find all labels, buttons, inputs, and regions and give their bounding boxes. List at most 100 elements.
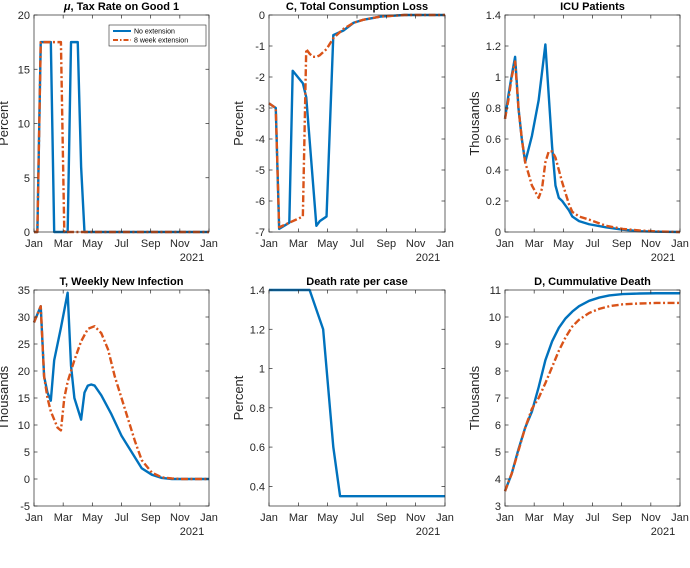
x-tick-label: May [82, 238, 103, 250]
plot-area-box [268, 289, 446, 507]
x-tick-label: Jan [25, 512, 43, 524]
y-tick-label: 0.6 [250, 442, 265, 454]
x-tick-label: Jul [114, 512, 128, 524]
y-tick-label: 0 [259, 10, 265, 22]
series-line-eight-week-extension [34, 40, 209, 234]
x-tick-label: Sep [612, 238, 632, 250]
y-tick-label: 1.4 [486, 10, 501, 22]
year-label: 2021 [180, 252, 204, 264]
x-tick-label: Mar [54, 512, 73, 524]
chart-title: ICU Patients [560, 1, 625, 13]
y-axis-label: Thousands [467, 365, 482, 430]
y-tick-label: 0 [24, 474, 30, 486]
y-axis-label: Percent [0, 101, 11, 146]
x-tick-label: Nov [170, 238, 190, 250]
x-tick-label: Jan [200, 512, 218, 524]
x-tick-label: Jan [496, 238, 514, 250]
plot-area-box [504, 14, 681, 233]
y-tick-label: 1 [495, 72, 501, 84]
x-tick-label: May [82, 512, 103, 524]
year-label: 2021 [651, 526, 675, 538]
x-tick-label: May [317, 512, 338, 524]
x-tick-label: Sep [377, 238, 397, 250]
x-tick-label: Jul [114, 238, 128, 250]
y-tick-label: 15 [18, 393, 30, 405]
year-label: 2021 [651, 252, 675, 264]
series-line-eight-week-extension [32, 305, 209, 481]
y-tick-label: 3 [495, 501, 501, 513]
chart-panel-3: 0 0.2 0.4 0.6 0.8 1 1.2 1.4 Jan Mar May Jul Sep Nov Ja… [467, 1, 689, 264]
chart-title: D, Cummulative Death [534, 276, 651, 288]
y-tick-label: -6 [255, 196, 265, 208]
legend-box [108, 24, 207, 47]
series-line-no-extension [32, 291, 209, 481]
series-line-eight-week-extension [503, 60, 681, 234]
x-tick-label: Sep [141, 238, 161, 250]
y-tick-label: -5 [255, 165, 265, 177]
y-tick-label: 8 [495, 366, 501, 378]
y-tick-label: 35 [18, 285, 30, 297]
y-tick-label: -4 [255, 134, 265, 146]
y-tick-label: 11 [490, 285, 501, 297]
series-line-no-extension [269, 288, 445, 498]
x-tick-label: Jul [585, 512, 599, 524]
y-axis-label: Percent [231, 101, 246, 146]
y-tick-label: 1.2 [250, 324, 265, 336]
x-tick-label: May [553, 512, 574, 524]
y-tick-label: 5 [24, 173, 30, 185]
chart-panel-1: 0 5 10 15 20 Jan Mar May Jul Sep Nov Jan 2021 Percent… [0, 1, 218, 264]
y-tick-label: 10 [18, 420, 30, 432]
x-tick-label: Sep [141, 512, 161, 524]
x-tick-label: May [553, 238, 574, 250]
legend-label-no-extension: No extension [134, 29, 175, 36]
y-tick-label: 4 [495, 474, 501, 486]
y-tick-label: -2 [255, 72, 265, 84]
y-tick-label: 10 [18, 119, 30, 131]
chart-panel-5: 0.4 0.6 0.8 1 1.2 1.4 Jan Mar May Jul Sep Nov Jan 202… [231, 276, 454, 538]
y-tick-label: 30 [18, 312, 30, 324]
x-tick-label: Nov [406, 512, 426, 524]
x-tick-label: Jul [350, 512, 364, 524]
y-axis-label: Percent [231, 375, 246, 420]
y-tick-label: 6 [495, 420, 501, 432]
chart-panel-2: -7 -6 -5 -4 -3 -2 -1 0 Jan Mar May Jul Sep Nov Jan 2021… [231, 1, 454, 264]
x-tick-label: Mar [525, 238, 544, 250]
y-tick-label: 9 [495, 339, 501, 351]
x-tick-label: Nov [406, 238, 426, 250]
x-tick-label: Jan [25, 238, 43, 250]
x-tick-label: Jul [350, 238, 364, 250]
chart-title: μ, Tax Rate on Good 1 [63, 1, 179, 13]
x-tick-label: Sep [612, 512, 632, 524]
x-tick-label: Nov [641, 512, 661, 524]
chart-title: Death rate per case [306, 276, 408, 288]
x-tick-label: Jan [260, 512, 278, 524]
chart-title-symbol: μ [63, 1, 71, 13]
y-tick-label: 7 [495, 393, 501, 405]
legend-label-eight-week-extension: 8 week extension [134, 38, 188, 45]
plot-area-box [504, 289, 681, 507]
plot-area-box [33, 14, 210, 233]
chart-title-text: , Tax Rate on Good 1 [71, 1, 180, 13]
y-tick-label: 5 [24, 447, 30, 459]
y-tick-label: 0.4 [486, 165, 501, 177]
y-tick-label: -3 [255, 103, 265, 115]
series-line-eight-week-extension [268, 13, 445, 229]
y-tick-label: 5 [495, 447, 501, 459]
chart-panel-4: -5 0 5 10 15 20 25 30 35 Jan Mar May Jul Sep Nov Jan 202… [0, 276, 218, 538]
y-tick-label: 1.2 [486, 41, 501, 53]
y-tick-label: 15 [18, 64, 30, 76]
y-tick-label: -5 [20, 501, 30, 513]
x-tick-label: Mar [289, 238, 308, 250]
x-tick-label: Mar [289, 512, 308, 524]
y-tick-label: 1.4 [250, 285, 265, 297]
x-tick-label: Jan [436, 512, 454, 524]
x-tick-label: Jan [260, 238, 278, 250]
y-axis-label: Thousands [0, 365, 11, 430]
x-tick-label: Jan [436, 238, 454, 250]
y-tick-label: 0.2 [486, 196, 501, 208]
x-tick-label: Jan [200, 238, 218, 250]
x-tick-label: Jan [671, 512, 689, 524]
y-tick-label: 20 [18, 366, 30, 378]
y-tick-label: 0.8 [486, 103, 501, 115]
